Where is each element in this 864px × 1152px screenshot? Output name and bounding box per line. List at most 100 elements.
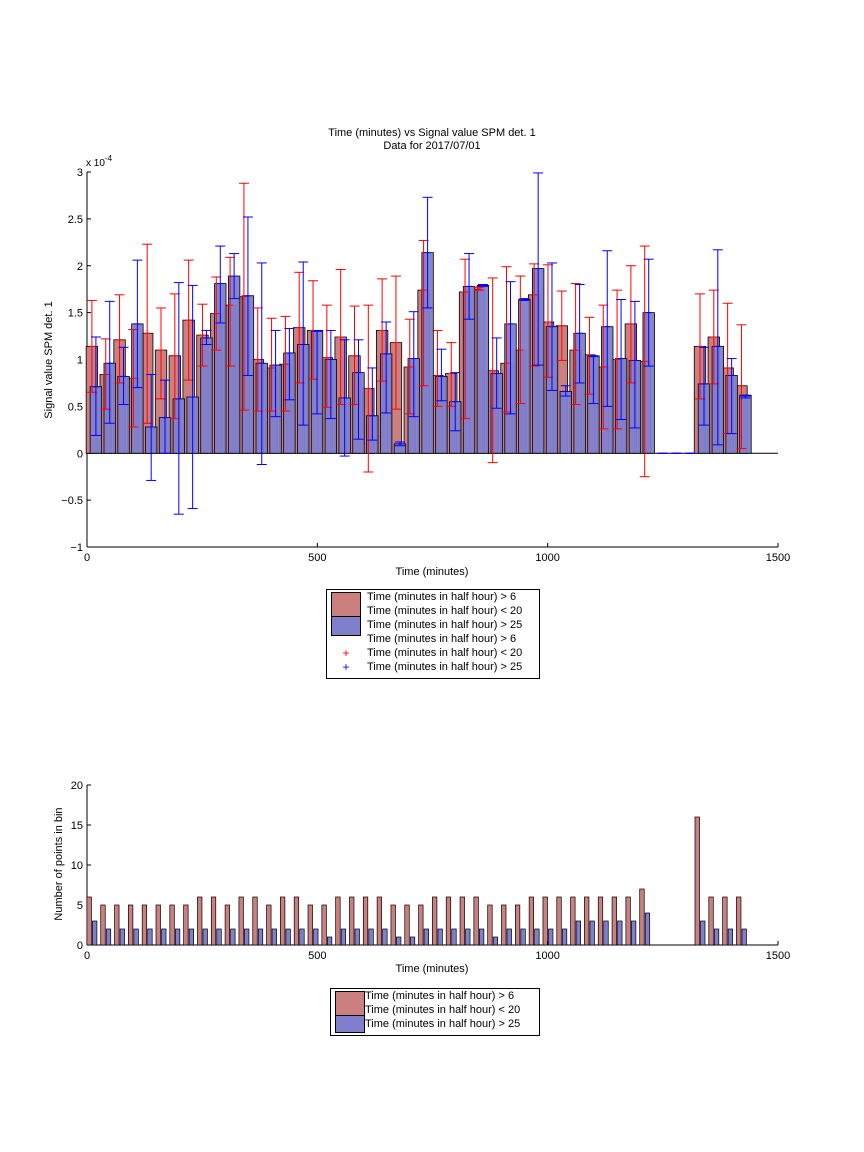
chart2-bar-red: [473, 896, 479, 946]
chart2-bar-red: [611, 896, 617, 946]
chart1-y-tick-label: 3: [77, 167, 83, 179]
chart1-y-tick-label: −1: [70, 542, 83, 554]
chart2-bar-red: [307, 904, 313, 946]
chart2-bar-blue: [382, 928, 388, 946]
chart2-bar-blue: [575, 920, 581, 946]
chart2-bar-red: [266, 904, 272, 946]
chart2-x-tick-label: 1000: [535, 950, 559, 962]
chart2-bar-red: [293, 896, 300, 946]
chart2-bar-blue: [437, 928, 443, 946]
legend-label: Time (minutes in half hour) > 6: [367, 633, 517, 645]
chart2-bar-red: [514, 904, 521, 946]
chart1-exponent: x 10-4: [86, 154, 113, 169]
chart1-exponent-base: x 10: [86, 158, 105, 169]
chart2-x-tick-label: 500: [308, 950, 326, 962]
chart2-y-tick-label: 20: [71, 780, 83, 792]
chart2-y-tick-label: 10: [71, 860, 83, 872]
chart1-y-tick-label: 0: [77, 448, 83, 460]
legend-label: Time (minutes in half hour) < 20: [367, 605, 523, 617]
chart2-bar-red: [459, 896, 465, 946]
chart2-bar-blue: [561, 928, 568, 946]
chart2-legend-entry: Time (minutes in half hour) < 20: [331, 1003, 539, 1017]
legend-swatch-blue: [335, 1015, 365, 1033]
chart2-bar-red: [570, 896, 576, 946]
legend-marker-red-plus: +: [342, 646, 350, 660]
chart2-bar-red: [432, 896, 438, 946]
chart2-bar-blue: [202, 928, 208, 946]
chart2-bar-blue: [713, 928, 720, 946]
chart2-bar-red: [252, 896, 258, 946]
chart1-legend-entry: Time (minutes in half hour) < 20: [327, 604, 539, 618]
chart2-bar-red: [224, 904, 230, 946]
legend-marker-blue-plus: +: [342, 660, 350, 674]
chart2-bar-red: [128, 904, 134, 946]
chart2-bar-red: [625, 896, 631, 946]
chart2-bar-blue: [534, 928, 540, 946]
chart1-legend-entry: Time (minutes in half hour) > 25: [327, 616, 539, 636]
chart2-bar-blue: [603, 920, 609, 946]
chart2-bar-red: [445, 896, 452, 946]
chart2-bar-blue: [92, 920, 98, 946]
chart2-bar-blue: [631, 920, 637, 946]
chart2-bar-blue: [465, 928, 471, 946]
chart2-legend: Time (minutes in half hour) > 6 Time (mi…: [330, 988, 540, 1036]
chart1-x-tick-label: 0: [84, 552, 90, 564]
chart2-bar-red: [335, 896, 341, 946]
chart2-bar-blue: [174, 928, 181, 946]
chart2-bar-red: [114, 904, 120, 946]
chart2-bar-red: [708, 896, 714, 946]
chart2-y-axis-label: Number of points in bin: [53, 807, 65, 920]
chart2-bar-blue: [161, 928, 167, 946]
chart1-title: Time (minutes) vs Signal value SPM det. …: [328, 127, 535, 139]
chart2-bar-red: [362, 896, 369, 946]
chart2-bar-blue: [354, 928, 360, 946]
chart2-bar-red: [487, 904, 493, 946]
legend-label: Time (minutes in half hour) > 6: [365, 990, 515, 1002]
chart2-bar-blue: [188, 928, 194, 946]
chart2-bar-blue: [644, 912, 651, 946]
chart2-bar-red: [183, 904, 189, 946]
chart2-bar-blue: [451, 928, 457, 946]
legend-label: Time (minutes in half hour) < 20: [367, 647, 523, 659]
chart1-y-tick-label: −0.5: [61, 495, 83, 507]
chart2-bar-red: [155, 904, 161, 946]
legend-label: Time (minutes in half hour) > 6: [367, 591, 517, 603]
chart2-bar-blue: [396, 936, 402, 946]
chart2-bar-blue: [423, 928, 429, 946]
chart1-bar-blue: [476, 285, 490, 454]
chart2-bar-red: [542, 896, 548, 946]
chart2-bar-red: [597, 896, 604, 946]
chart1-x-axis-label: Time (minutes): [396, 566, 469, 578]
chart2-bar-blue: [727, 928, 733, 946]
chart2-bar-blue: [230, 928, 236, 946]
chart2-bar-red: [349, 896, 355, 946]
chart2-bar-red: [639, 888, 645, 946]
chart2-bar-red: [528, 896, 535, 946]
chart2-legend-entry: Time (minutes in half hour) > 6: [331, 989, 539, 1017]
chart2-bar-blue: [520, 928, 526, 946]
chart2-bar-blue: [299, 928, 305, 946]
chart2-y-tick-label: 0: [77, 940, 83, 952]
chart2-bar-blue: [327, 936, 333, 946]
chart1-y-tick-label: 2: [77, 261, 83, 273]
chart2-bar-blue: [492, 936, 499, 946]
chart1-legend-entry: Time (minutes in half hour) > 6: [327, 590, 539, 618]
chart1-y-tick-label: 0.5: [68, 401, 83, 413]
chart2-bar-red: [556, 896, 562, 946]
chart1-subtitle: Data for 2017/07/01: [383, 140, 480, 152]
chart1-y-tick-label: 1: [77, 355, 83, 367]
chart2-x-tick-label: 1500: [766, 950, 790, 962]
chart1-x-tick-label: 1000: [535, 552, 559, 564]
legend-label: Time (minutes in half hour) > 25: [365, 1018, 521, 1030]
chart2-bar-red: [376, 896, 382, 946]
chart2-bar-red: [722, 896, 728, 946]
chart2-y-tick-label: 5: [77, 900, 83, 912]
chart2-bar-red: [418, 904, 424, 946]
chart1-legend-entry: + Time (minutes in half hour) < 20: [327, 646, 539, 660]
chart2-bar-blue: [285, 928, 291, 946]
chart2-bar-blue: [368, 928, 374, 946]
chart2-bar-blue: [340, 928, 347, 946]
chart2-bar-red: [501, 904, 507, 946]
chart2-bar-red: [210, 896, 217, 946]
